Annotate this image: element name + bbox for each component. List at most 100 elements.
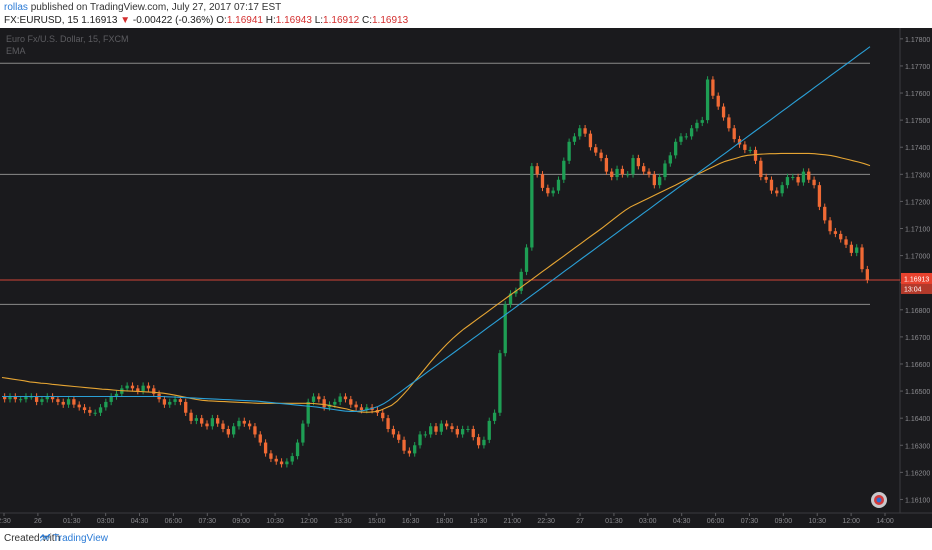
candle-body[interactable] [237, 420, 241, 427]
candle-body[interactable] [45, 396, 49, 400]
candle-body[interactable] [503, 304, 507, 354]
candle-body[interactable] [295, 442, 300, 457]
candle-body[interactable] [631, 158, 635, 175]
ema-slow-line[interactable] [2, 46, 871, 412]
candle-body[interactable] [279, 461, 284, 465]
candle-body[interactable] [338, 396, 342, 402]
candle-body[interactable] [519, 271, 523, 291]
candle-body[interactable] [109, 396, 113, 402]
candle-body[interactable] [444, 423, 449, 427]
ema-fast-line[interactable] [1, 152, 871, 413]
candle-body[interactable] [652, 174, 656, 186]
candle-body[interactable] [695, 122, 699, 129]
candle-body[interactable] [769, 179, 774, 191]
candle-body[interactable] [514, 290, 518, 294]
candle-body[interactable] [322, 399, 326, 408]
candle-body[interactable] [168, 401, 172, 405]
candle-body[interactable] [700, 120, 704, 123]
candle-body[interactable] [301, 423, 305, 443]
candle-body[interactable] [242, 420, 246, 424]
candle-body[interactable] [88, 410, 92, 413]
candle-body[interactable] [3, 396, 7, 400]
candle-body[interactable] [354, 404, 358, 408]
candle-body[interactable] [173, 399, 177, 402]
candle-body[interactable] [753, 149, 758, 161]
candle-body[interactable] [216, 418, 220, 424]
candle-body[interactable] [567, 141, 571, 161]
candle-body[interactable] [66, 399, 71, 405]
candle-body[interactable] [141, 385, 145, 392]
candle-body[interactable] [18, 399, 23, 401]
candle-body[interactable] [801, 171, 806, 183]
candle-body[interactable] [434, 426, 438, 432]
candle-body[interactable] [311, 396, 316, 402]
candle-body[interactable] [833, 231, 838, 234]
candle-body[interactable] [604, 158, 609, 172]
candle-body[interactable] [668, 155, 672, 164]
candle-body[interactable] [636, 158, 641, 167]
candle-body[interactable] [732, 128, 736, 140]
candle-body[interactable] [125, 385, 129, 389]
candle-body[interactable] [306, 401, 310, 424]
candle-body[interactable] [471, 429, 475, 438]
candle-body[interactable] [205, 423, 209, 427]
candle-body[interactable] [743, 144, 747, 150]
candle-body[interactable] [498, 353, 502, 413]
candle-body[interactable] [407, 450, 412, 454]
candle-body[interactable] [780, 185, 784, 194]
candle-body[interactable] [551, 190, 555, 194]
candle-body[interactable] [711, 79, 715, 96]
candle-body[interactable] [764, 177, 768, 180]
candle-body[interactable] [274, 458, 278, 462]
candle-body[interactable] [247, 423, 252, 427]
author-link[interactable]: rollas [4, 2, 28, 13]
candle-body[interactable] [860, 247, 864, 270]
candle-body[interactable] [492, 412, 497, 421]
candle-body[interactable] [689, 128, 694, 137]
candle-body[interactable] [359, 407, 364, 411]
candle-body[interactable] [658, 177, 662, 186]
candle-body[interactable] [146, 385, 151, 389]
candle-body[interactable] [823, 206, 827, 221]
candle-body[interactable] [828, 220, 832, 232]
tradingview-brand-link[interactable]: TradingView [53, 533, 109, 544]
candle-body[interactable] [439, 423, 443, 432]
candle-body[interactable] [855, 247, 859, 253]
candle-body[interactable] [24, 396, 28, 400]
candle-body[interactable] [546, 187, 550, 194]
candle-body[interactable] [418, 434, 422, 446]
candle-body[interactable] [679, 136, 683, 142]
candle-body[interactable] [34, 396, 39, 402]
candle-body[interactable] [775, 190, 779, 194]
candle-body[interactable] [290, 456, 294, 462]
candle-body[interactable] [642, 166, 646, 172]
candle-body[interactable] [460, 429, 465, 435]
candle-body[interactable] [705, 79, 710, 121]
candle-body[interactable] [82, 407, 87, 411]
candle-body[interactable] [610, 171, 614, 178]
candle-body[interactable] [152, 388, 156, 394]
candle-body[interactable] [93, 412, 97, 414]
candle-body[interactable] [583, 128, 587, 134]
candle-body[interactable] [221, 423, 225, 430]
candlestick-chart[interactable]: 1.17800 1.17700 1.17600 1.17500 1.17400 1.173… [0, 28, 932, 528]
candle-body[interactable] [381, 412, 385, 419]
candle-body[interactable] [620, 168, 625, 175]
candle-body[interactable] [429, 426, 433, 435]
candle-body[interactable] [40, 399, 44, 402]
candle-body[interactable] [482, 439, 486, 446]
candle-body[interactable] [349, 399, 353, 405]
candle-body[interactable] [189, 412, 193, 421]
candle-body[interactable] [402, 439, 406, 451]
candle-body[interactable] [130, 385, 135, 389]
candle-body[interactable] [540, 174, 545, 188]
candle-body[interactable] [796, 177, 800, 183]
candle-body[interactable] [748, 149, 752, 151]
candle-body[interactable] [578, 128, 582, 137]
candle-body[interactable] [476, 437, 481, 446]
candle-body[interactable] [865, 269, 869, 280]
candle-body[interactable] [365, 407, 369, 411]
candle-body[interactable] [572, 136, 577, 142]
candle-body[interactable] [791, 177, 795, 179]
candle-body[interactable] [508, 293, 513, 305]
